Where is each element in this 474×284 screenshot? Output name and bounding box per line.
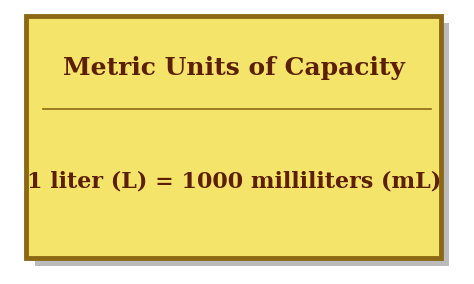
Text: 1 liter (L) = 1000 milliliters (mL): 1 liter (L) = 1000 milliliters (mL) — [27, 171, 441, 193]
Text: Metric Units of Capacity: Metric Units of Capacity — [63, 56, 405, 80]
FancyBboxPatch shape — [26, 16, 441, 258]
FancyBboxPatch shape — [35, 23, 449, 266]
